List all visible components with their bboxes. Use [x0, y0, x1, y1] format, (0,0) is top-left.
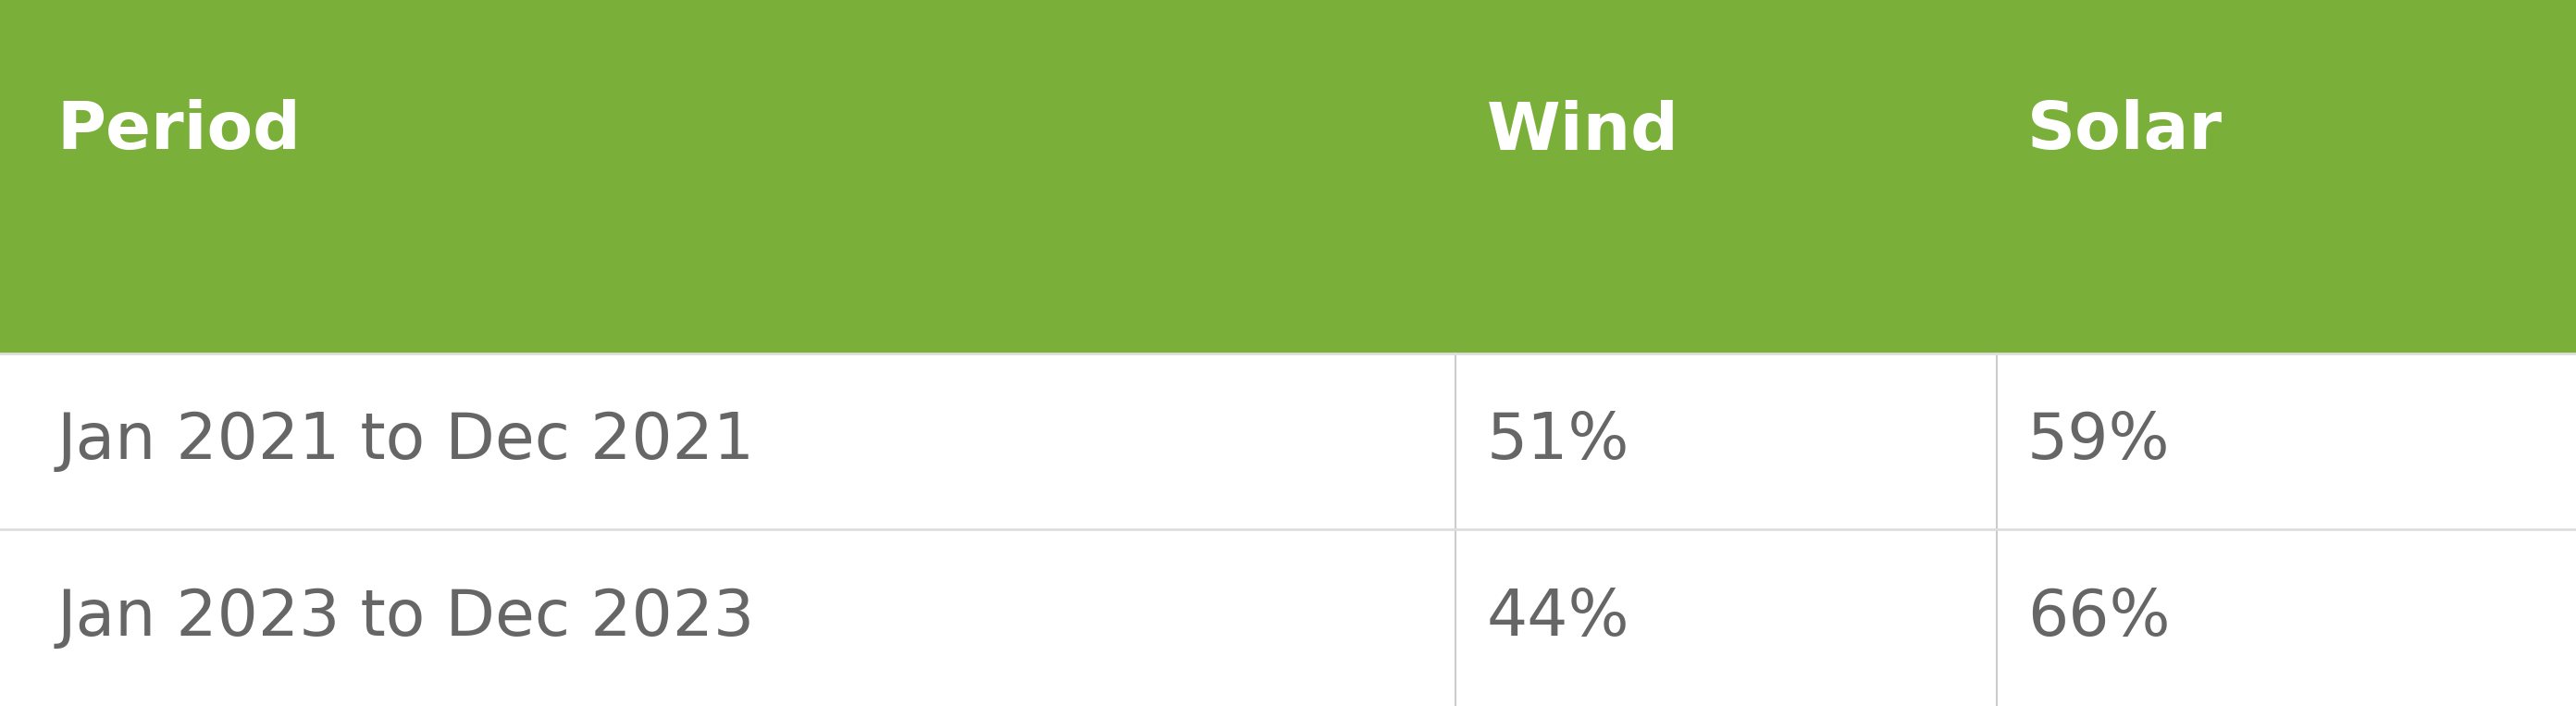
- Text: Period: Period: [57, 99, 301, 162]
- Text: 66%: 66%: [2027, 587, 2172, 649]
- Text: 59%: 59%: [2027, 410, 2172, 472]
- Bar: [0, 0, 2576, 353]
- Text: 44%: 44%: [1486, 587, 1631, 649]
- Text: Jan 2023 to Dec 2023: Jan 2023 to Dec 2023: [57, 587, 755, 649]
- Bar: [0, 530, 2576, 706]
- Text: Solar: Solar: [2027, 99, 2223, 162]
- Text: Wind: Wind: [1486, 99, 1680, 162]
- Text: 51%: 51%: [1486, 410, 1628, 472]
- Bar: [0, 353, 2576, 530]
- Text: Jan 2021 to Dec 2021: Jan 2021 to Dec 2021: [57, 410, 755, 472]
